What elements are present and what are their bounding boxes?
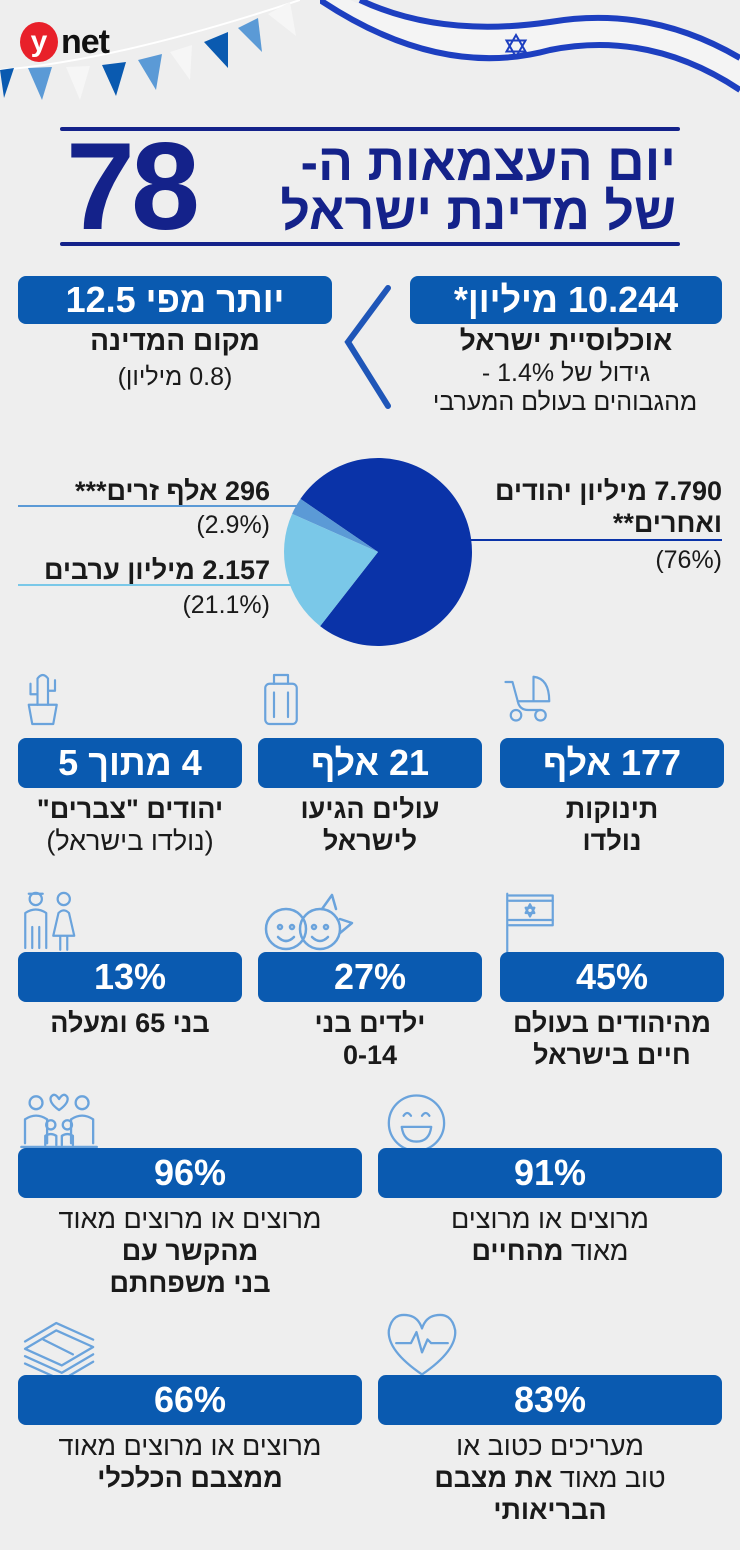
israel-flag-ribbon: [320, 0, 740, 93]
stat-label-line2: 0-14: [342, 1040, 398, 1070]
survey-label-line2: מהקשר עם: [121, 1236, 259, 1266]
stat-label-line1: תינוקות: [565, 794, 659, 824]
founding-box: יותר מפי 12.5: [18, 276, 332, 324]
survey-box: 83%: [378, 1375, 722, 1425]
stat-label-line1: בני 65 ומעלה: [50, 1008, 210, 1038]
title-rule-top: [60, 127, 680, 131]
survey-label-line3: הבריאותי: [493, 1495, 607, 1525]
suitcase-icon: [260, 668, 330, 743]
survey-box: 91%: [378, 1148, 722, 1198]
survey-label-line1: מעריכים כטוב או: [456, 1431, 644, 1461]
population-pie-chart: [18, 458, 722, 646]
stat-box: 177 אלף: [500, 738, 724, 788]
stat-label-line2: חיים בישראל: [533, 1040, 691, 1070]
population-box: 10.244 מיליון*: [410, 276, 722, 324]
stat-label-line1: עולים הגיעו: [300, 794, 440, 824]
stat-label-line1: יהודים "צברים": [36, 794, 224, 824]
children-icon: [260, 885, 356, 960]
logo-text: net: [61, 22, 110, 61]
survey-label-line1: מרוצים או מרוצים מאוד: [58, 1431, 322, 1461]
title-line-2: של מדינת ישראל: [280, 183, 676, 241]
bunting-decoration: [0, 0, 300, 100]
pie-slice-foreigners: [292, 498, 378, 552]
stat-box: 4 מתוך 5: [18, 738, 242, 788]
pie-label-jews-2: ואחרים**: [612, 508, 722, 538]
population-label: אוכלוסיית ישראל: [459, 325, 673, 356]
cactus-icon: [20, 668, 90, 743]
israel-flag-icon: [502, 885, 572, 960]
stat-box: 13%: [18, 952, 242, 1002]
pie-pct-foreigners: (2.9%): [196, 511, 270, 539]
pie-slice-jews: [300, 458, 472, 646]
pie-label-foreigners: 296 אלף זרים***: [74, 476, 270, 506]
survey-label-bold: את מצבם: [434, 1463, 553, 1493]
pie-pct-arabs: (21.1%): [182, 591, 270, 619]
survey-label-bold: מהחיים: [471, 1236, 564, 1266]
stat-box: 27%: [258, 952, 482, 1002]
stat-box: 21 אלף: [258, 738, 482, 788]
heart-pulse-icon: [380, 1310, 464, 1385]
founding-label: מקום המדינה: [90, 325, 260, 356]
title-rule-bottom: [60, 242, 680, 246]
population-growth-note: מהגבוהים בעולם המערבי: [432, 388, 698, 416]
stat-label-line1: ילדים בני: [314, 1008, 426, 1038]
survey-label-line2: טוב מאוד את מצבם: [368, 1463, 732, 1493]
title-number: 78: [66, 118, 200, 256]
pie-pct-jews: (76%): [655, 546, 722, 574]
stat-label-line2: לישראל: [322, 826, 418, 856]
survey-label-line1: מרוצים או מרוצים: [451, 1204, 649, 1234]
survey-label-line3: בני משפחתם: [109, 1268, 271, 1298]
pie-label-arabs: 2.157 מיליון ערבים: [44, 555, 270, 585]
logo-y-circle: y: [20, 22, 58, 62]
survey-box: 96%: [18, 1148, 362, 1198]
survey-label-line1: מרוצים או מרוצים מאוד: [58, 1204, 322, 1234]
stroller-icon: [502, 668, 572, 743]
title-line-1: יום העצמאות ה-: [300, 134, 676, 192]
elderly-couple-icon: [20, 885, 90, 960]
population-growth: גידול של 1.4% -: [481, 359, 651, 387]
founding-note: (0.8 מיליון): [117, 363, 233, 391]
survey-label-plain: טוב מאוד: [552, 1463, 666, 1493]
family-icon: [18, 1088, 102, 1163]
survey-label-line2: מאוד מהחיים: [368, 1236, 732, 1266]
stat-label-line2: (נולדו בישראל): [46, 826, 214, 856]
stat-box: 45%: [500, 952, 724, 1002]
stat-label-line1: מהיהודים בעולם: [512, 1008, 712, 1038]
money-stack-icon: [18, 1312, 102, 1387]
stat-label-line2: נולדו: [582, 826, 642, 856]
pie-label-jews: 7.790 מיליון יהודים: [495, 476, 722, 506]
pie-slice-arabs: [284, 513, 378, 627]
greater-than-chevron: [344, 285, 391, 409]
survey-box: 66%: [18, 1375, 362, 1425]
ynet-logo[interactable]: y net: [20, 22, 110, 62]
survey-label-line2: ממצבם הכלכלי: [97, 1463, 283, 1493]
survey-label-plain: מאוד: [563, 1236, 629, 1266]
